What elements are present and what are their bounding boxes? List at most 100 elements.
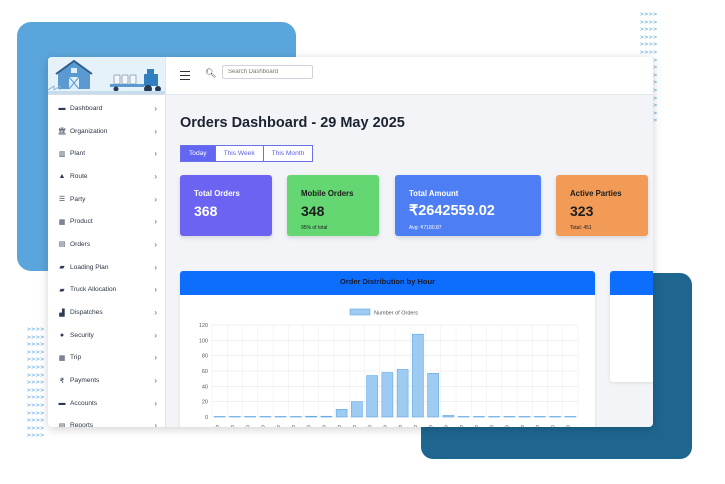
sidebar-item-product[interactable]: ▦ Product ›	[48, 210, 165, 233]
bar-0100	[229, 416, 241, 418]
x-tick-label: 21:00	[528, 424, 542, 427]
sidebar-item-trip[interactable]: ▦ Trip ›	[48, 347, 165, 370]
sidebar-item-route[interactable]: ▲ Route ›	[48, 165, 165, 188]
x-tick-label: 09:00	[345, 424, 359, 427]
decor-arrows-bottom-left: >>>> >>>> >>>> >>>> >>>> >>>> >>>> >>>> …	[27, 325, 45, 440]
order-distribution-panel: Order Distribution by Hour Number of Ord…	[180, 271, 595, 427]
road-icon: ▲	[58, 172, 66, 180]
sidebar-item-label: Plant	[70, 150, 86, 158]
tab-this-month[interactable]: This Month	[263, 145, 314, 162]
order-distribution-chart: Number of Orders 0 20 40 60 80 100 120 00:0001:0…	[199, 308, 579, 427]
bar-2300	[564, 416, 577, 418]
sidebar-item-label: Payments	[70, 377, 100, 385]
legend-label: Number of Orders	[374, 311, 418, 317]
bank-icon: 🏛	[57, 128, 67, 136]
chevron-right-icon: ›	[154, 126, 157, 136]
sidebar-item-dispatches[interactable]: ▟ Dispatches ›	[48, 301, 165, 324]
chart-panel-title: Order Distribution by Hour	[180, 271, 595, 295]
factory-icon: ▥	[58, 150, 66, 158]
chevron-right-icon: ›	[154, 353, 157, 363]
legend-swatch	[349, 308, 371, 316]
sidebar-item-plant[interactable]: ▥ Plant ›	[48, 142, 165, 165]
sidebar-item-reports[interactable]: ▤ Reports ›	[48, 415, 165, 427]
sidebar-item-dashboard[interactable]: ▬ Dashboard ›	[48, 97, 165, 120]
chevron-right-icon: ›	[154, 194, 157, 204]
sidebar-item-accounts[interactable]: ▬ Accounts ›	[48, 392, 165, 415]
sidebar-item-label: Reports	[70, 422, 94, 427]
rupee-icon: ₹	[59, 377, 65, 385]
x-tick-label: 20:00	[512, 424, 526, 427]
tab-today[interactable]: Today	[180, 145, 216, 162]
dispatch-icon: ▟	[59, 309, 65, 317]
sidebar-item-label: Organization	[70, 127, 108, 135]
sidebar-item-label: Route	[70, 172, 88, 180]
card-subtext: Avg: ₹7180.87	[409, 225, 442, 231]
secondary-panel	[610, 271, 653, 382]
x-tick-label: 01:00	[223, 424, 237, 427]
x-tick-label: 16:00	[451, 424, 465, 427]
y-tick-label: 120	[199, 323, 208, 329]
bar-1200	[396, 369, 409, 418]
bar-1000	[366, 375, 378, 418]
x-tick-label: 15:00	[436, 424, 450, 427]
x-tick-label: 23:00	[558, 424, 572, 427]
top-bar: 🔍︎	[166, 57, 653, 95]
x-tick-label: 19:00	[497, 424, 511, 427]
sidebar: ▬ Dashboard › 🏛 Organization › ▥ Plant › ▲ Route › ☰…	[48, 57, 166, 427]
sidebar-item-orders[interactable]: ▤ Orders ›	[48, 233, 165, 256]
chevron-right-icon: ›	[154, 239, 157, 249]
chevron-right-icon: ›	[154, 149, 157, 159]
x-tick-label: 08:00	[329, 424, 343, 427]
sidebar-item-label: Product	[70, 218, 93, 226]
active-parties-card: Active Parties 323 Total: 451	[556, 175, 648, 236]
sidebar-item-label: Dispatches	[70, 309, 103, 317]
bar-0200	[244, 416, 256, 418]
card-subtext: 95% of total	[301, 225, 328, 231]
menu-toggle-icon[interactable]	[180, 71, 190, 82]
box-icon: ▦	[58, 218, 66, 226]
sidebar-item-label: Dashboard	[70, 104, 103, 112]
tab-this-week[interactable]: This Week	[215, 145, 264, 162]
sidebar-item-organization[interactable]: 🏛 Organization ›	[48, 120, 165, 143]
card-value: 323	[570, 203, 594, 219]
sidebar-item-truck-allocation[interactable]: ▰ Truck Allocation ›	[48, 279, 165, 302]
bar-0700	[320, 415, 333, 418]
x-tick-label: 22:00	[543, 424, 557, 427]
sidebar-item-label: Truck Allocation	[70, 286, 117, 294]
truck-icon: ▰	[59, 286, 65, 294]
x-tick-label: 10:00	[360, 424, 374, 427]
bar-2200	[549, 416, 561, 418]
bar-0600	[305, 415, 317, 418]
main-content: Orders Dashboard - 29 May 2025 Today Thi…	[166, 95, 653, 427]
x-tick-label: 02:00	[238, 424, 252, 427]
y-tick-label: 0	[205, 415, 208, 421]
sidebar-item-party[interactable]: ☰ Party ›	[48, 188, 165, 211]
bar-1100	[381, 372, 394, 418]
bar-1400	[427, 373, 439, 418]
total-amount-card: Total Amount ₹2642559.02 Avg: ₹7180.87	[395, 175, 541, 236]
user-shield-icon: ●	[59, 331, 65, 339]
y-tick-label: 60	[202, 369, 208, 375]
wallet-icon: ▬	[58, 399, 66, 407]
sidebar-item-label: Trip	[70, 354, 82, 362]
card-label: Mobile Orders	[301, 189, 354, 198]
sidebar-item-label: Party	[70, 195, 86, 203]
x-tick-label: 05:00	[284, 424, 298, 427]
bar-0400	[274, 416, 287, 418]
search-input[interactable]	[222, 65, 313, 79]
card-value: 348	[301, 203, 325, 219]
card-value: 368	[194, 203, 218, 219]
y-tick-label: 80	[202, 354, 208, 360]
bar-1700	[473, 416, 485, 418]
sidebar-item-loading-plan[interactable]: ▰ Loading Plan ›	[48, 256, 165, 279]
sidebar-item-payments[interactable]: ₹ Payments ›	[48, 369, 165, 392]
sidebar-item-security[interactable]: ● Security ›	[48, 324, 165, 347]
bar-1900	[503, 416, 516, 418]
x-tick-label: 11:00	[375, 424, 388, 427]
bar-0300	[259, 416, 272, 418]
x-tick-label: 07:00	[314, 424, 328, 427]
chevron-right-icon: ›	[154, 330, 157, 340]
bar-1600	[457, 416, 470, 418]
card-label: Active Parties	[570, 189, 622, 198]
y-tick-label: 20	[202, 400, 208, 406]
